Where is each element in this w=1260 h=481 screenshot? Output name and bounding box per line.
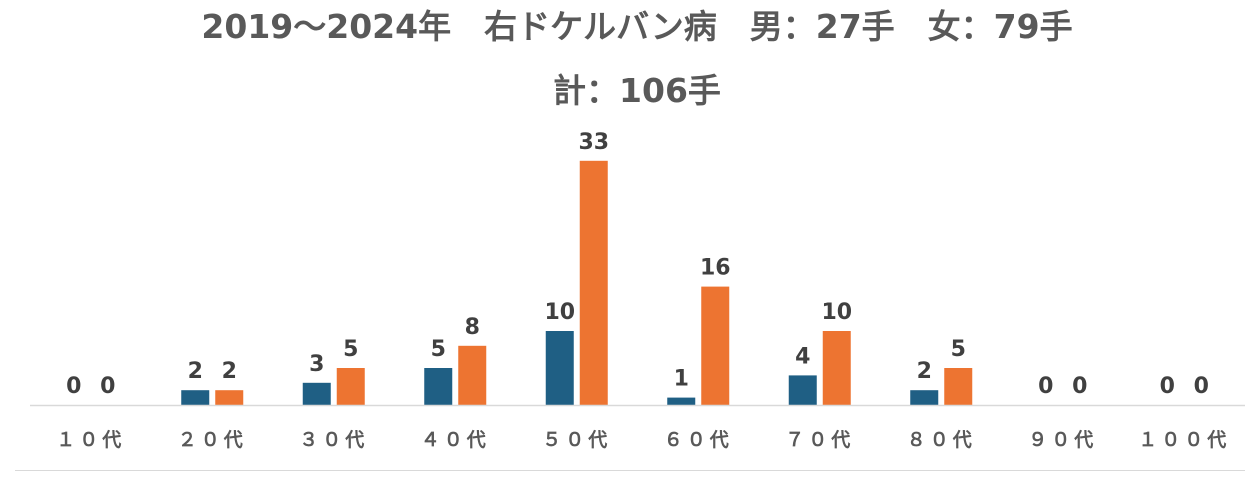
data-label-series-1: 4 <box>795 344 810 369</box>
data-label-series-2: 0 <box>100 374 115 399</box>
data-label-series-1: 5 <box>431 337 446 362</box>
data-label-series-2: 33 <box>578 130 609 155</box>
data-label-series-1: 2 <box>188 359 203 384</box>
data-label-series-1: 2 <box>917 359 932 384</box>
bar-series-2 <box>701 286 730 405</box>
bar-series-2 <box>579 160 608 405</box>
data-label-series-2: 16 <box>700 256 731 281</box>
chart-title-line1: 2019〜2024年 右ドケルバン病 男：27手 女：79手 <box>201 7 1072 46</box>
data-label-series-2: 5 <box>343 337 358 362</box>
x-tick-label: ６０代 <box>664 429 733 451</box>
data-label-series-2: 8 <box>465 315 480 340</box>
x-tick-label: ４０代 <box>421 429 490 451</box>
bar-series-2 <box>944 368 973 405</box>
x-tick-label: ３０代 <box>299 429 368 451</box>
data-label-series-2: 0 <box>1072 374 1087 399</box>
x-tick-label: １０代 <box>56 429 125 451</box>
x-tick-label: ２０代 <box>178 429 247 451</box>
data-label-series-1: 0 <box>1038 374 1053 399</box>
x-tick-labels-group: １０代 ２０代 ３０代 ４０代 ５０代 ６０代 ７０代 ８０代 ９０代 １００代 <box>56 429 1230 451</box>
data-label-series-1: 10 <box>544 300 575 325</box>
bar-series-1 <box>545 331 574 405</box>
data-label-series-1: 1 <box>674 367 689 392</box>
data-label-series-2: 2 <box>222 359 237 384</box>
data-label-series-1: 0 <box>66 374 81 399</box>
x-tick-label: ９０代 <box>1028 429 1097 451</box>
x-tick-label: ５０代 <box>542 429 611 451</box>
data-label-series-1: 3 <box>309 352 324 377</box>
bar-series-1 <box>302 382 331 405</box>
x-tick-label: ８０代 <box>907 429 976 451</box>
bar-series-1 <box>788 375 817 405</box>
bar-series-1 <box>181 390 210 405</box>
data-label-series-1: 0 <box>1160 374 1175 399</box>
data-label-series-2: 5 <box>951 337 966 362</box>
x-tick-label: ７０代 <box>785 429 854 451</box>
chart-title-line2: 計：106手 <box>553 71 721 110</box>
bars-group <box>181 160 973 405</box>
data-label-series-2: 10 <box>821 300 852 325</box>
bar-series-2 <box>458 345 487 405</box>
x-tick-label: １００代 <box>1138 429 1230 451</box>
data-label-series-2: 0 <box>1194 374 1209 399</box>
bar-series-2 <box>336 368 365 405</box>
bar-series-1 <box>910 390 939 405</box>
bar-series-1 <box>424 368 453 405</box>
bar-series-1 <box>667 397 696 405</box>
bar-series-2 <box>215 390 244 405</box>
bar-series-2 <box>822 331 851 405</box>
